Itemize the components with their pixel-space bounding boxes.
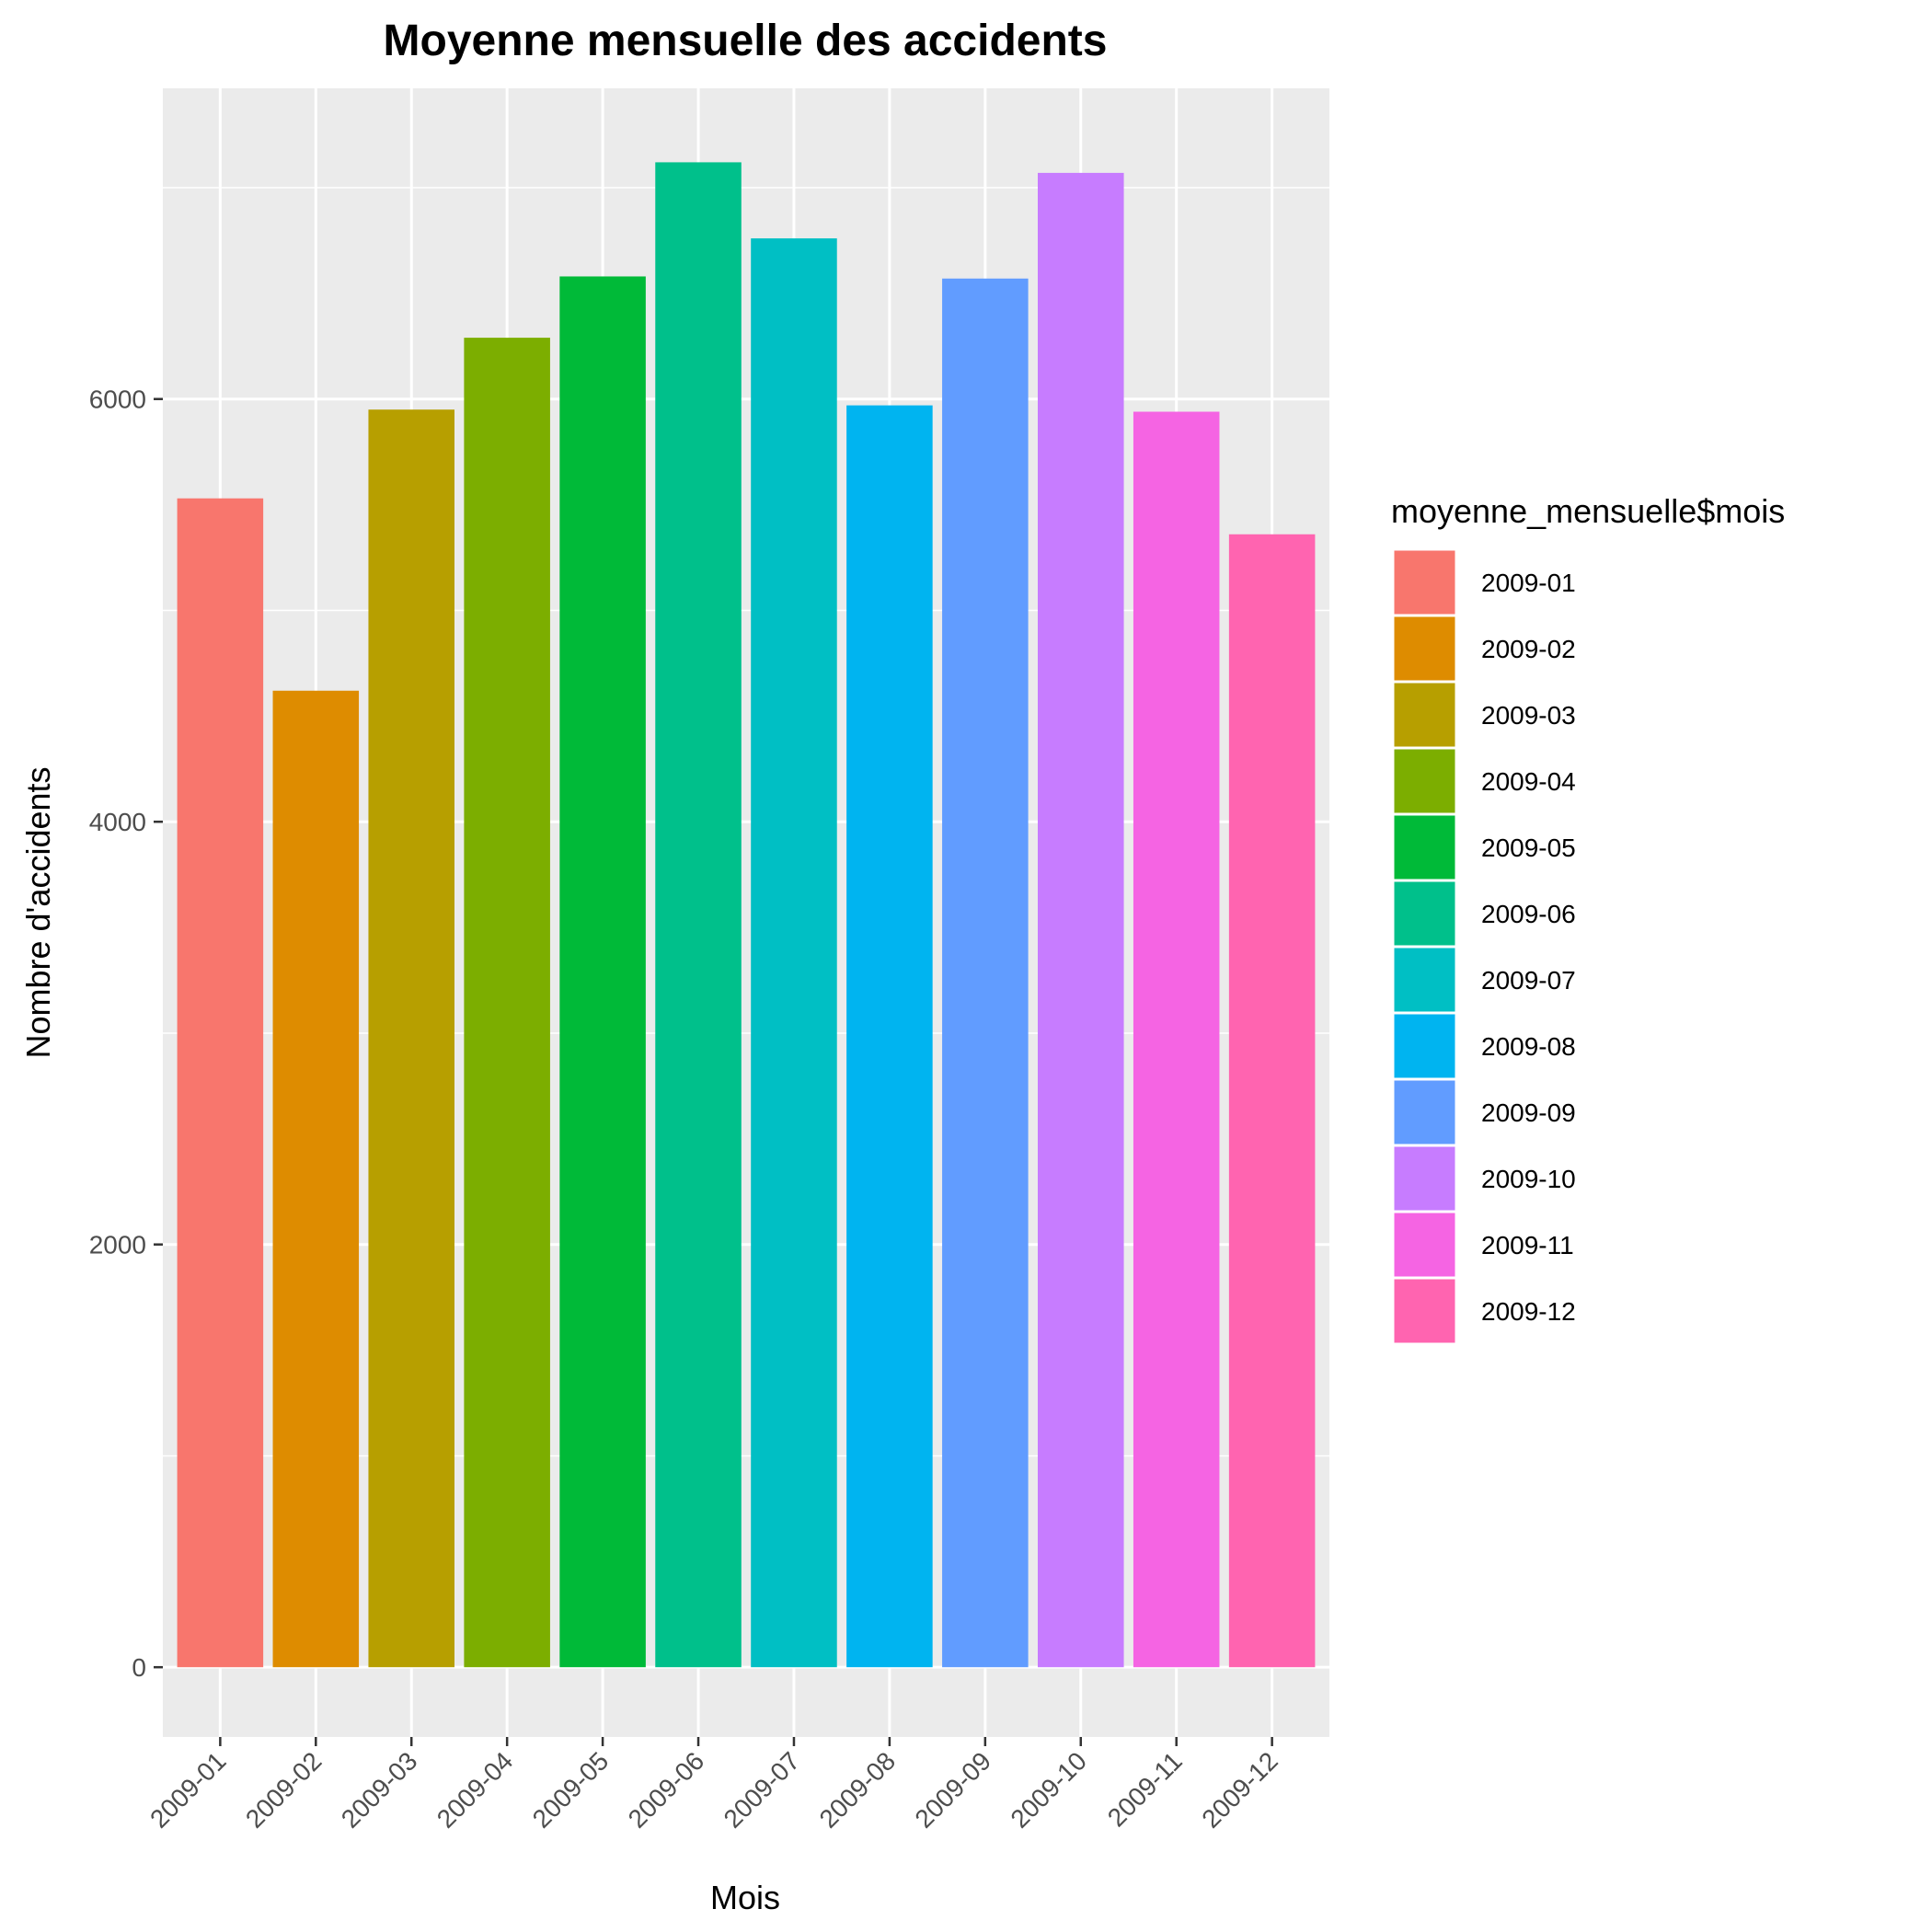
legend-key-2009-10 [1391, 1144, 1458, 1213]
y-tick-label: 4000 [89, 808, 146, 836]
y-tick-label: 2000 [89, 1231, 146, 1259]
legend-key-2009-06 [1391, 879, 1458, 949]
legend-label: 2009-05 [1481, 834, 1576, 862]
legend-key-2009-04 [1391, 746, 1458, 816]
legend-key-2009-01 [1391, 547, 1458, 617]
bar-2009-09 [942, 278, 1029, 1668]
bar-2009-02 [272, 690, 360, 1668]
legend-label: 2009-12 [1481, 1297, 1576, 1326]
x-tick-label: 2009-11 [1102, 1746, 1188, 1832]
bar-2009-07 [751, 238, 837, 1668]
x-tick-label: 2009-01 [144, 1746, 232, 1834]
x-axis-title: Mois [710, 1879, 780, 1916]
x-tick-label: 2009-12 [1196, 1746, 1283, 1834]
legend: moyenne_mensuelle$mois 2009-012009-02200… [1391, 492, 1785, 1346]
y-axis: 0 2000 4000 6000 [89, 385, 163, 1682]
legend-label: 2009-08 [1481, 1032, 1576, 1061]
legend-label: 2009-03 [1481, 701, 1576, 730]
bar-2009-11 [1133, 411, 1220, 1668]
legend-key-2009-09 [1391, 1077, 1458, 1147]
legend-label: 2009-01 [1481, 569, 1576, 597]
x-tick-label: 2009-09 [909, 1746, 996, 1834]
y-axis-title: Nombre d'accidents [19, 766, 57, 1058]
y-tick-label: 0 [132, 1653, 146, 1682]
legend-key-2009-11 [1391, 1210, 1458, 1280]
legend-key-2009-03 [1391, 680, 1458, 750]
legend-items: 2009-01 2009-02 2009-03 2009-04 2009-05 2009-… [1391, 547, 1576, 1346]
x-axis: 2009-01 2009-02 2009-03 2009-04 2009-05 2009-… [144, 1737, 1283, 1834]
legend-label: 2009-02 [1481, 635, 1576, 663]
legend-label: 2009-10 [1481, 1165, 1576, 1193]
legend-key-2009-12 [1391, 1276, 1458, 1346]
bar-2009-08 [846, 405, 933, 1668]
bar-2009-03 [368, 409, 454, 1668]
legend-key-2009-08 [1391, 1011, 1458, 1081]
bar-2009-01 [177, 498, 264, 1668]
chart-title: Moyenne mensuelle des accidents [384, 17, 1108, 65]
x-tick-label: 2009-07 [719, 1746, 806, 1834]
bar-2009-04 [464, 338, 550, 1668]
x-tick-label: 2009-05 [527, 1746, 615, 1834]
legend-key-2009-02 [1391, 614, 1458, 684]
legend-label: 2009-09 [1481, 1098, 1576, 1127]
x-tick-label: 2009-04 [431, 1746, 519, 1834]
bar-2009-06 [655, 162, 742, 1668]
legend-label: 2009-11 [1481, 1231, 1574, 1259]
legend-label: 2009-06 [1481, 900, 1576, 928]
legend-title: moyenne_mensuelle$mois [1391, 492, 1785, 530]
x-tick-label: 2009-02 [240, 1746, 328, 1834]
legend-key-2009-07 [1391, 945, 1458, 1015]
bar-2009-10 [1038, 172, 1124, 1668]
legend-label: 2009-07 [1481, 966, 1576, 995]
bar-2009-05 [559, 276, 646, 1668]
bars [177, 162, 1316, 1668]
bar-2009-12 [1228, 534, 1316, 1668]
x-tick-label: 2009-06 [623, 1746, 710, 1834]
x-tick-label: 2009-08 [814, 1746, 902, 1834]
x-tick-label: 2009-03 [336, 1746, 423, 1834]
legend-label: 2009-04 [1481, 767, 1576, 796]
x-tick-label: 2009-10 [1005, 1746, 1092, 1834]
y-tick-label: 6000 [89, 385, 146, 414]
legend-key-2009-05 [1391, 812, 1458, 882]
